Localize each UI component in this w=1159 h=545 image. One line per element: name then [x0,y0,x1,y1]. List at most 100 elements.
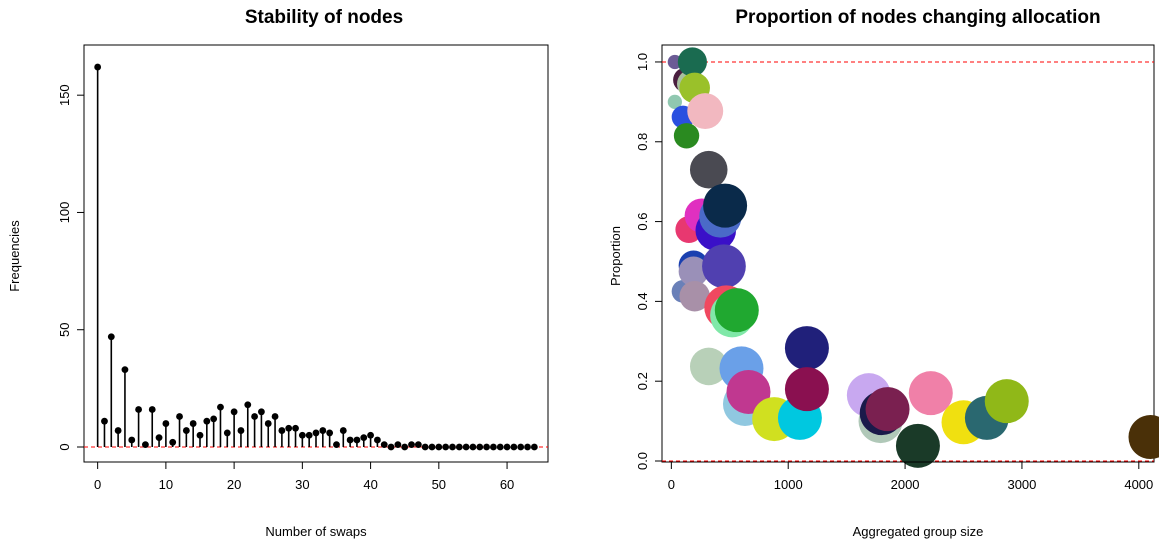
right-panel: Proportion of nodes changing allocation … [608,7,1159,539]
y-tick-label: 1.0 [635,53,650,71]
stem-point [169,438,177,446]
y-tick-label: 50 [57,322,72,336]
stem-point [367,431,374,439]
scatter-point [714,288,759,333]
y-tick-label: 0.2 [635,372,650,390]
stem-point [298,431,306,439]
stem-point [264,420,272,427]
stem-point [258,408,265,416]
stem-point [517,443,525,451]
stem-point [176,413,183,420]
stem-point [333,441,340,449]
left-x-axis: 0 10 20 30 40 50 60 [94,461,514,492]
stem-point [483,443,490,451]
stem-point [510,443,518,451]
x-tick-label: 30 [295,477,309,492]
scatter-point [895,423,940,468]
stem-point [428,443,436,451]
stem-point [162,420,170,427]
stem-point [503,443,511,451]
right-points [667,47,1159,468]
x-tick-label: 1000 [774,477,803,492]
left-x-axis-label: Number of swaps [265,524,367,539]
stem-point [292,424,299,432]
stem-point [223,429,231,437]
stem-point [196,431,204,439]
stem-point [455,443,463,451]
y-tick-label: 0 [57,443,72,450]
stem-point [210,415,218,423]
scatter-point [689,347,728,386]
stem-point [360,434,368,442]
stem-point [449,443,456,451]
left-y-axis-label: Frequencies [7,220,22,292]
stem-point [244,401,252,409]
scatter-point [784,367,829,412]
stem-point [121,366,129,373]
stem-point [271,413,279,420]
stem-point [312,429,320,437]
x-tick-label: 2000 [891,477,920,492]
stem-point [285,424,293,432]
stem-point [326,429,334,437]
x-tick-label: 0 [94,477,101,492]
stem-point [237,427,245,434]
stem-point [278,427,286,434]
stem-point [414,441,422,449]
stem-point [107,333,115,341]
y-tick-label: 0.0 [635,452,650,470]
y-tick-label: 100 [57,202,72,224]
stem-point [142,441,149,449]
stem-point [435,443,443,451]
x-tick-label: 10 [159,477,173,492]
stem-point [374,436,381,444]
stem-point [346,436,354,444]
left-y-axis: 0 50 100 150 [57,84,84,451]
x-tick-label: 4000 [1124,477,1153,492]
stem-point [189,420,197,427]
stem-point [203,417,211,425]
scatter-point [678,256,709,287]
x-tick-label: 50 [432,477,446,492]
stem-point [251,413,258,420]
scatter-point [679,280,710,312]
x-tick-label: 60 [500,477,514,492]
stem-point [380,441,388,449]
scatter-point [865,387,910,432]
stem-point [469,443,477,451]
stem-point [421,443,429,451]
scatter-point [687,93,724,130]
y-tick-label: 0.4 [635,292,650,310]
stem-point [442,443,450,451]
stem-point [524,443,531,451]
stem-point [114,427,122,434]
scatter-point [703,183,748,228]
left-plot-frame [83,44,549,463]
stem-point [182,427,190,434]
stem-point [490,443,497,451]
stem-point [353,436,361,444]
right-y-axis: 0.0 0.2 0.4 0.6 0.8 1.0 [635,53,662,470]
right-x-axis: 0 1000 2000 3000 4000 [668,461,1153,492]
scatter-point [673,123,700,149]
stem-point [101,417,108,425]
scatter-point [984,379,1029,424]
stem-point [148,406,156,413]
stem-point [394,441,402,449]
scatter-point [689,150,728,189]
x-tick-label: 40 [363,477,377,492]
stem-point [408,441,415,449]
stem-point [401,443,409,451]
stem-point [230,408,238,416]
y-tick-label: 0.6 [635,213,650,231]
left-panel: Stability of nodes 0 10 20 30 40 50 60 0 50 100 1… [7,7,549,539]
scatter-point [667,94,682,110]
right-x-axis-label: Aggregated group size [853,524,984,539]
stem-point [496,443,504,451]
stem-point [530,443,538,451]
stem-point [135,406,142,413]
right-y-axis-label: Proportion [608,226,623,286]
stem-point [476,443,484,451]
stem-point [155,434,163,442]
